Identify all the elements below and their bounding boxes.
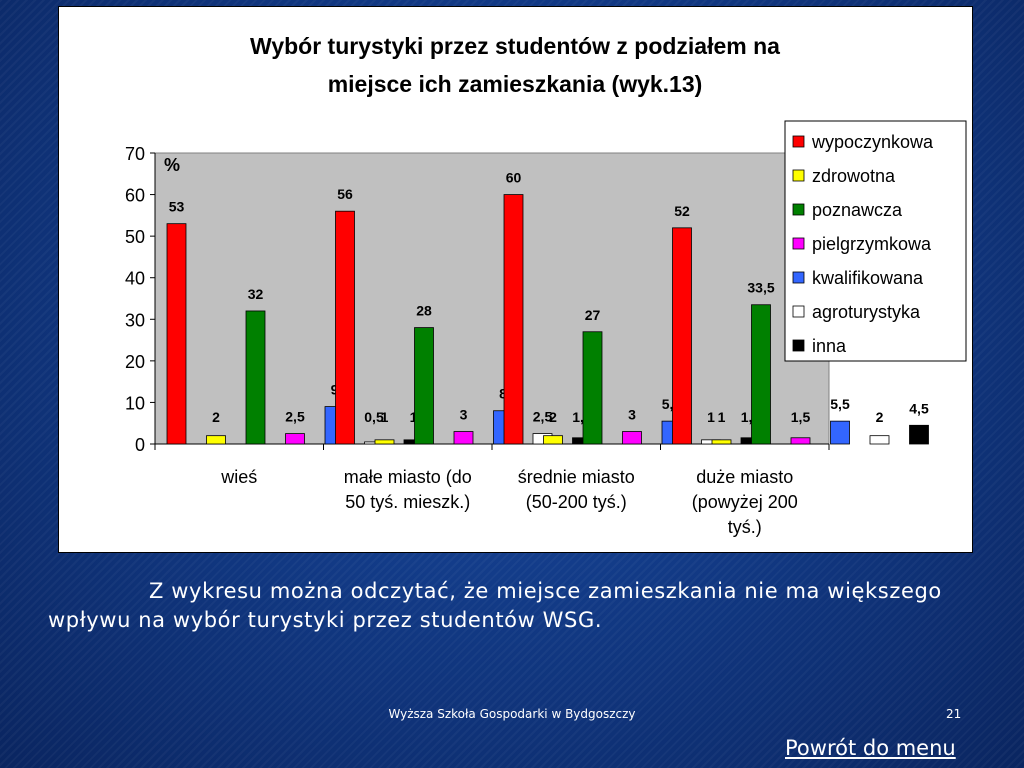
- y-tick-label: 70: [125, 144, 145, 164]
- slide-number: 21: [946, 707, 962, 721]
- y-tick-label: 50: [125, 227, 145, 247]
- bar-zdrowotna: [711, 439, 732, 445]
- bar-zdrowotna: [206, 435, 226, 445]
- data-label: 2: [549, 409, 557, 425]
- x-category-label: tyś.): [728, 517, 762, 537]
- y-tick-label: 0: [135, 435, 145, 455]
- legend-swatch-kwalifikowana: [792, 271, 805, 284]
- bar-poznawcza: [751, 304, 771, 445]
- y-tick-label: 60: [125, 186, 145, 206]
- data-label: 0,5: [364, 409, 384, 425]
- x-category-label: średnie miasto: [518, 467, 635, 487]
- bar-poznawcza: [414, 327, 434, 445]
- x-category-label: duże miasto: [696, 467, 793, 487]
- bar-poznawcza: [245, 310, 266, 445]
- data-label: 1: [718, 409, 726, 425]
- chart-title-line1: Wybór turystyki przez studentów z podzia…: [250, 33, 780, 59]
- chart-title-line2: miejsce ich zamieszkania (wyk.13): [328, 71, 703, 97]
- bar-inna: [909, 424, 929, 445]
- bar-zdrowotna: [543, 435, 563, 445]
- bar-poznawcza: [582, 331, 603, 445]
- data-label: 3: [628, 407, 636, 423]
- data-label: 1: [410, 409, 418, 425]
- data-label: 8: [499, 386, 507, 402]
- legend-label: wypoczynkowa: [811, 132, 934, 152]
- data-label: 52: [674, 203, 690, 219]
- data-label: 56: [337, 186, 353, 202]
- x-category-label: małe miasto (do: [344, 467, 472, 487]
- data-label: 2: [876, 409, 884, 425]
- bar-wypoczynkowa: [672, 227, 692, 445]
- legend-label: agroturystyka: [812, 302, 921, 322]
- data-label: 60: [506, 170, 522, 186]
- legend-swatch-pielgrzymkowa: [792, 237, 805, 250]
- bar-chart: Wybór turystyki przez studentów z podzia…: [125, 33, 967, 537]
- legend-label: inna: [812, 336, 847, 356]
- y-axis-unit-label: %: [164, 155, 180, 175]
- y-tick-label: 10: [125, 393, 145, 413]
- y-tick-label: 40: [125, 269, 145, 289]
- legend-label: pielgrzymkowa: [812, 234, 932, 254]
- legend-swatch-agroturystyka: [792, 305, 805, 318]
- data-label: 32: [248, 286, 264, 302]
- x-category-label: (50-200 tyś.): [526, 492, 627, 512]
- bar-wypoczynkowa: [166, 223, 187, 445]
- data-label: 27: [585, 307, 601, 323]
- bar-wypoczynkowa: [503, 194, 524, 445]
- legend-label: poznawcza: [812, 200, 903, 220]
- x-category-label: (powyżej 200: [692, 492, 798, 512]
- bar-kwalifikowana: [830, 420, 850, 445]
- y-tick-label: 30: [125, 310, 145, 330]
- x-category-label: wieś: [220, 467, 257, 487]
- data-label: 2,5: [533, 409, 553, 425]
- data-label: 5,5: [830, 396, 850, 412]
- legend-label: zdrowotna: [812, 166, 896, 186]
- data-label: 2: [212, 409, 220, 425]
- chart-container: Wybór turystyki przez studentów z podzia…: [58, 6, 973, 553]
- legend-box: [784, 120, 967, 362]
- bar-pielgrzymkowa: [285, 433, 305, 445]
- data-label: 3: [460, 407, 468, 423]
- legend-swatch-wypoczynkowa: [792, 135, 805, 148]
- bar-wypoczynkowa: [335, 210, 355, 445]
- slide-caption: Z wykresu można odczytać, że miejsce zam…: [48, 579, 942, 632]
- data-label: 9: [331, 382, 339, 398]
- bar-agroturystyka: [869, 435, 890, 445]
- x-category-label: 50 tyś. mieszk.): [345, 492, 470, 512]
- legend-swatch-poznawcza: [792, 203, 805, 216]
- legend-swatch-zdrowotna: [792, 169, 805, 182]
- bar-pielgrzymkowa: [622, 431, 642, 445]
- data-label: 28: [416, 303, 432, 319]
- plot-area: [154, 152, 830, 445]
- data-label: 2,5: [285, 409, 305, 425]
- legend-label: kwalifikowana: [812, 268, 924, 288]
- footer-school-name: Wyższa Szkoła Gospodarki w Bydgoszczy: [388, 707, 636, 721]
- y-tick-label: 20: [125, 352, 145, 372]
- data-label: 1: [381, 409, 389, 425]
- data-label: 4,5: [909, 400, 929, 416]
- data-label: 53: [169, 199, 185, 215]
- bar-zdrowotna: [374, 439, 395, 445]
- data-label: 1: [707, 409, 715, 425]
- data-label: 33,5: [747, 280, 774, 296]
- bar-pielgrzymkowa: [790, 437, 811, 445]
- back-to-menu-link[interactable]: Powrót do menu: [785, 736, 956, 760]
- data-label: 1,5: [791, 409, 811, 425]
- legend-swatch-inna: [792, 339, 805, 352]
- bar-pielgrzymkowa: [453, 431, 474, 445]
